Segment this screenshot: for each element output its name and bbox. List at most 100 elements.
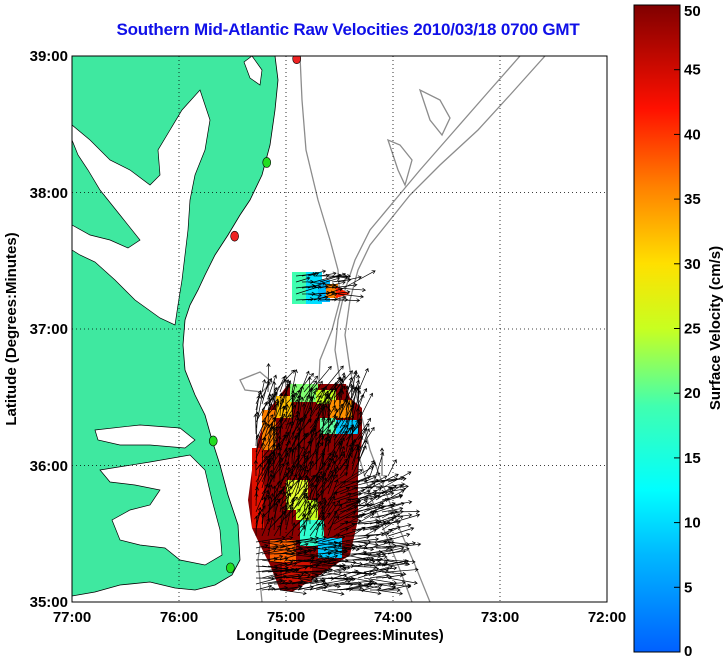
- plot-frame: [71, 55, 608, 603]
- vector-arrow: [331, 295, 347, 301]
- vector-arrow: [261, 496, 267, 525]
- vector-arrow: [331, 290, 351, 295]
- vector-arrow: [375, 546, 405, 555]
- vector-arrow: [315, 477, 320, 507]
- x-axis-ticks: 77:00 76:00 75:00 74:00 73:00 72:00: [53, 609, 626, 626]
- vector-arrow: [357, 547, 375, 552]
- vector-arrow: [261, 401, 268, 417]
- vector-arrow: [321, 548, 339, 555]
- vector-arrow: [279, 573, 312, 579]
- vector-arrow: [381, 580, 406, 585]
- vector-arrow: [284, 403, 290, 423]
- colorbar-ticks: 0 5 10 15 20 25 30 35 40 45 50: [674, 3, 701, 659]
- vector-arrow: [326, 400, 331, 417]
- vector-arrow: [309, 482, 315, 501]
- vector-arrow: [290, 448, 295, 465]
- vector-arrow: [319, 272, 347, 283]
- vector-arrow: [355, 407, 361, 429]
- vector-arrow: [267, 579, 286, 585]
- vector-arrow: [321, 416, 326, 447]
- vector-arrow: [369, 539, 388, 544]
- vector-arrow: [291, 542, 309, 549]
- vector-arrow: [339, 375, 347, 399]
- vector-arrow: [327, 541, 343, 546]
- vector-arrow: [381, 506, 404, 513]
- vector-arrow: [379, 447, 385, 477]
- vector-arrow: [339, 489, 371, 501]
- vector-arrow: [279, 491, 286, 513]
- vector-arrow: [303, 399, 322, 429]
- vector-arrow: [272, 381, 277, 405]
- vector-arrow: [309, 365, 332, 393]
- vector-arrow: [351, 583, 370, 589]
- vector-arrow: [321, 523, 326, 537]
- vector-arrow: [279, 374, 287, 393]
- vector-arrow: [321, 535, 346, 543]
- vector-arrow: [387, 559, 416, 564]
- vector-arrow: [297, 372, 314, 393]
- vector-arrow: [309, 579, 326, 585]
- y-axis-ticks: 39:00 38:00 37:00 36:00 35:00: [30, 48, 68, 611]
- vector-arrow: [345, 395, 350, 417]
- vector-arrow: [327, 466, 339, 495]
- vector-arrow: [345, 565, 378, 570]
- vector-arrow: [285, 579, 304, 585]
- vector-arrow: [337, 275, 362, 283]
- vector-arrow: [267, 516, 274, 537]
- station-marker: [230, 230, 239, 242]
- vector-arrow: [285, 421, 292, 435]
- vector-arrow: [327, 408, 332, 423]
- vector-arrow: [337, 390, 342, 423]
- vector-arrow: [327, 473, 334, 489]
- vector-arrow: [351, 554, 381, 561]
- vector-arrow: [337, 441, 343, 465]
- vector-arrow: [261, 513, 266, 531]
- vector-arrow: [297, 444, 302, 471]
- vector-arrow: [315, 567, 334, 573]
- vector-arrow: [369, 587, 401, 593]
- vector-arrow: [351, 537, 380, 543]
- vector-arrow: [267, 374, 278, 399]
- vector-arrow: [272, 443, 277, 459]
- vector-arrow: [357, 560, 376, 567]
- vector-arrow: [295, 410, 300, 429]
- vector-arrow: [297, 396, 305, 423]
- vector-arrow: [387, 500, 413, 507]
- vector-arrow: [285, 414, 292, 429]
- vector-arrow: [273, 402, 280, 429]
- vector-arrow: [327, 515, 340, 531]
- vector-arrow: [261, 378, 267, 393]
- colorbar: [633, 4, 681, 653]
- vector-arrow: [320, 505, 325, 525]
- vector-arrow: [381, 526, 401, 537]
- vector-arrow: [267, 495, 272, 525]
- vector-arrow: [285, 378, 290, 399]
- vector-arrow: [309, 500, 322, 519]
- vector-arrow: [290, 402, 295, 429]
- vector-arrow: [279, 380, 292, 411]
- vector-arrow: [387, 509, 421, 514]
- vector-arrow: [363, 475, 388, 489]
- velocity-vectors: [253, 269, 422, 596]
- vector-arrow: [339, 443, 358, 471]
- vector-arrow: [273, 499, 281, 519]
- vector-arrow: [357, 423, 370, 441]
- vector-arrow: [297, 464, 303, 489]
- vector-arrow: [303, 450, 311, 477]
- x-tick-label: 72:00: [588, 609, 626, 626]
- vector-arrow: [363, 475, 377, 483]
- vector-arrow: [319, 271, 337, 277]
- vector-arrow: [291, 522, 296, 537]
- vector-arrow: [307, 281, 326, 289]
- vector-arrow: [301, 269, 327, 277]
- vector-arrow: [351, 386, 359, 417]
- vector-arrow: [357, 367, 369, 393]
- vector-arrow: [333, 579, 351, 585]
- vector-arrow: [333, 454, 339, 471]
- y-tick-label: 35:00: [30, 594, 68, 611]
- vector-arrow: [315, 521, 321, 537]
- vector-arrow: [369, 461, 377, 477]
- vector-arrow: [345, 581, 362, 586]
- vector-arrow: [266, 363, 271, 393]
- colorbar-tick-label: 20: [684, 385, 701, 402]
